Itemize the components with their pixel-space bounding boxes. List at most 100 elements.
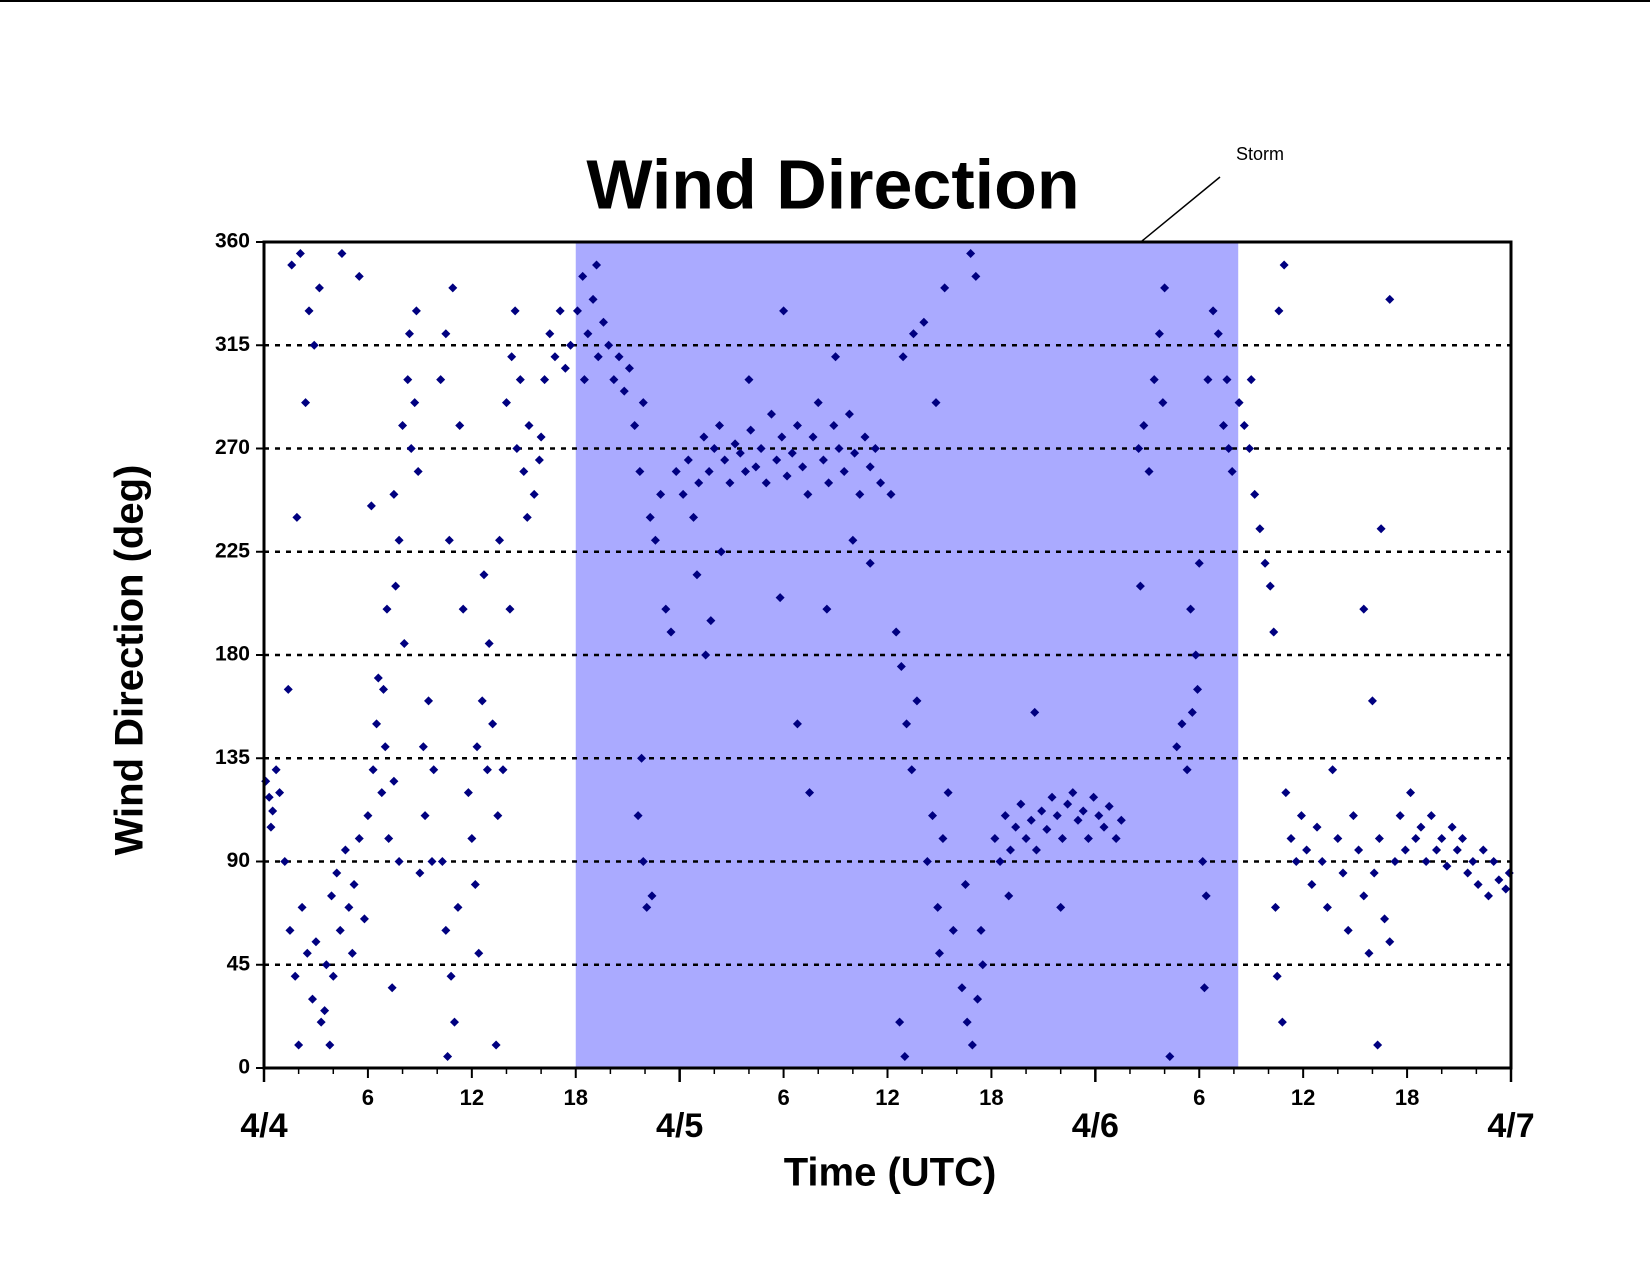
data-point [1031,845,1041,855]
data-point [578,271,588,281]
data-point [604,340,614,350]
data-point [335,925,345,935]
data-point [354,271,364,281]
data-point [1222,375,1232,385]
data-point [458,604,468,614]
data-point [1279,260,1289,270]
data-point [368,765,378,775]
data-point [450,1017,460,1027]
data-point [1437,834,1447,844]
data-point [666,627,676,637]
data-point [1191,650,1201,660]
x-tick-label: 18 [979,1085,1003,1110]
data-point [1165,1052,1175,1062]
data-point [1442,861,1452,871]
data-point [287,260,297,270]
data-point [966,248,976,258]
data-point [886,489,896,499]
data-point [446,971,456,981]
data-point [572,306,582,316]
data-point [1348,811,1358,821]
data-point [463,788,473,798]
data-point [1144,466,1154,476]
data-point [928,811,938,821]
data-point [1374,834,1384,844]
data-point [701,650,711,660]
data-point [908,329,918,339]
data-point [934,948,944,958]
data-point [805,788,815,798]
data-point [1274,306,1284,316]
data-point [706,616,716,626]
x-axis-label: Time (UTC) [784,1151,997,1195]
data-point [891,627,901,637]
data-point [380,742,390,752]
data-point [1239,421,1249,431]
data-point [534,455,544,465]
data-point [491,1040,501,1050]
data-point [266,822,276,832]
data-point [978,960,988,970]
data-point [403,375,413,385]
data-point [1073,815,1083,825]
data-point [1291,857,1301,866]
data-point [1160,283,1170,293]
data-point [761,478,771,488]
data-point [479,570,489,580]
data-point [1198,857,1208,866]
data-point [1182,765,1192,775]
data-point [1004,891,1014,901]
data-point [1286,834,1296,844]
data-point [1149,375,1159,385]
data-point [642,902,652,912]
data-point [359,914,369,924]
data-point [1111,834,1121,844]
data-point [592,260,602,270]
data-point [292,512,302,522]
data-point [1302,845,1312,855]
data-point [834,444,844,453]
data-point [1395,811,1405,821]
data-point [779,306,789,316]
data-point [792,421,802,431]
data-point [387,983,397,993]
data-point [418,742,428,752]
data-point [850,448,860,458]
data-point [822,604,832,614]
data-point [746,425,756,435]
data-point [740,466,750,476]
data-point [609,375,619,385]
data-point [598,317,608,327]
data-point [429,765,439,775]
data-point [443,1052,453,1062]
data-point [560,363,570,373]
data-point [1042,824,1052,834]
data-point [943,788,953,798]
data-point [1139,421,1149,431]
data-point [967,1040,977,1050]
data-point [1016,799,1026,809]
data-point [436,375,446,385]
data-point [1317,857,1327,866]
data-point [931,398,941,408]
data-point [519,466,529,476]
data-point [394,535,404,545]
data-point [803,489,813,499]
data-point [1265,581,1275,591]
data-point [583,329,593,339]
data-point [264,792,274,802]
data-point [1037,806,1047,816]
data-point [285,925,295,935]
y-tick-label: 45 [227,952,251,975]
data-point [455,421,465,431]
data-point [1068,788,1078,798]
data-point [831,352,841,362]
data-point [709,444,719,453]
y-tick-label: 90 [227,849,250,872]
data-point [933,902,943,912]
data-point [493,811,503,821]
y-tick-label: 135 [215,746,250,769]
data-point [268,806,278,816]
data-point [453,902,463,912]
data-point [638,857,648,866]
